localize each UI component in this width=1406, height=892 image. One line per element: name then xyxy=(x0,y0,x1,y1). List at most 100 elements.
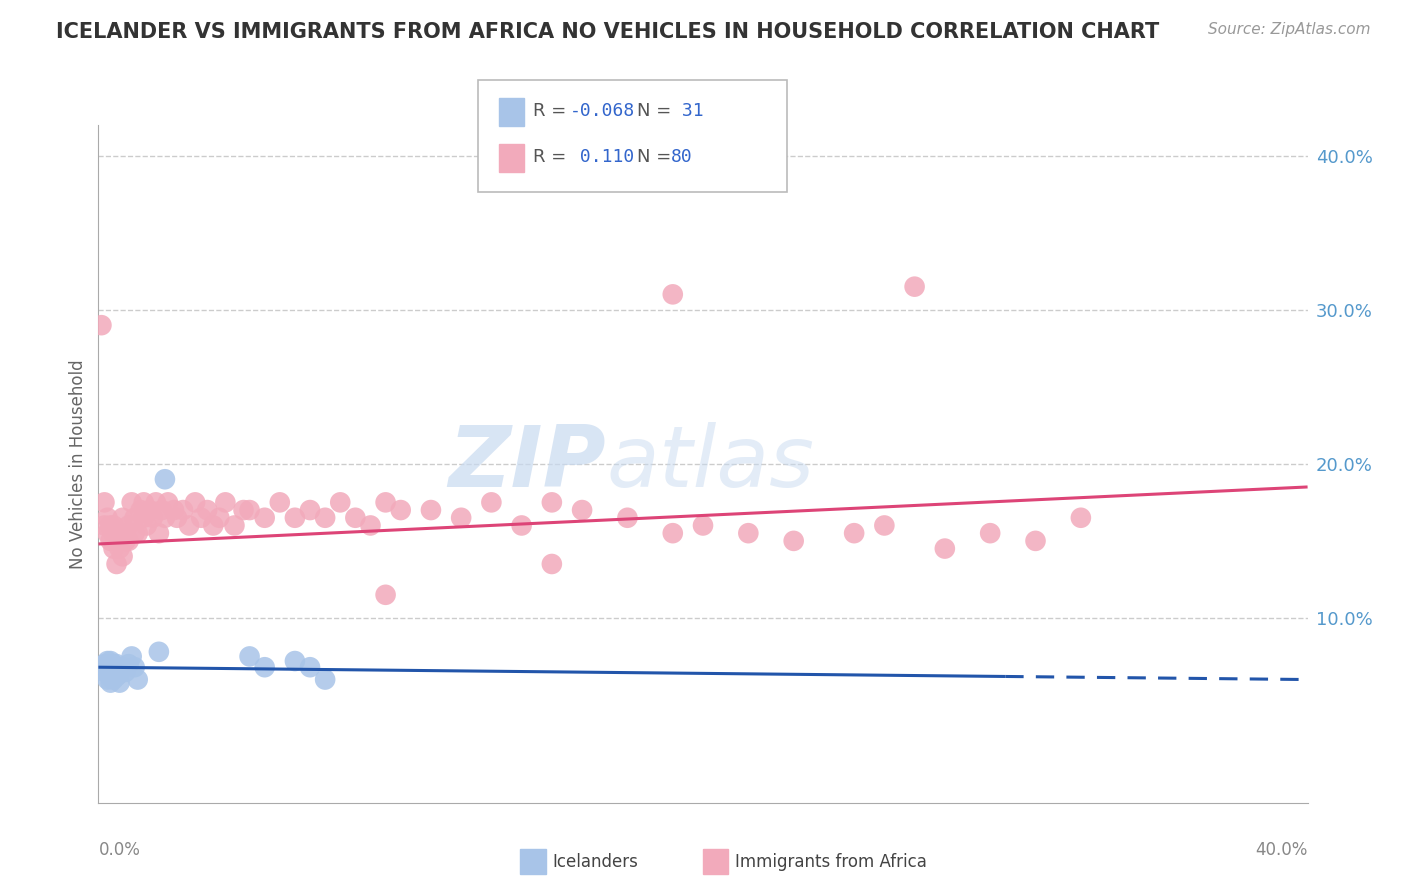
Text: Source: ZipAtlas.com: Source: ZipAtlas.com xyxy=(1208,22,1371,37)
Point xyxy=(103,518,125,533)
Point xyxy=(299,660,322,674)
Text: ICELANDER VS IMMIGRANTS FROM AFRICA NO VEHICLES IN HOUSEHOLD CORRELATION CHART: ICELANDER VS IMMIGRANTS FROM AFRICA NO V… xyxy=(56,22,1160,42)
Point xyxy=(662,526,685,541)
Point xyxy=(124,510,146,524)
Text: 80: 80 xyxy=(671,148,692,166)
Point xyxy=(127,673,149,687)
Point xyxy=(132,495,155,509)
Point xyxy=(540,557,562,571)
Point xyxy=(129,503,152,517)
Point xyxy=(93,495,115,509)
Point xyxy=(389,503,412,517)
Point xyxy=(135,518,157,533)
Point xyxy=(844,526,866,541)
Point xyxy=(105,663,128,677)
Point xyxy=(93,518,115,533)
Point xyxy=(111,549,134,564)
Point xyxy=(100,654,122,668)
Point xyxy=(100,675,122,690)
Point xyxy=(103,657,125,672)
Point xyxy=(156,495,179,509)
Point xyxy=(195,503,218,517)
Text: 40.0%: 40.0% xyxy=(1256,841,1308,859)
Point xyxy=(103,665,125,679)
Point xyxy=(142,510,165,524)
Point xyxy=(114,665,136,679)
Point xyxy=(1024,533,1046,548)
Point xyxy=(172,503,194,517)
Point xyxy=(105,669,128,683)
Point xyxy=(232,503,254,517)
Point xyxy=(145,495,167,509)
Point xyxy=(374,588,396,602)
Point xyxy=(329,495,352,509)
Point xyxy=(108,526,131,541)
Point xyxy=(510,518,533,533)
Point xyxy=(96,673,118,687)
Point xyxy=(103,526,125,541)
Point xyxy=(184,495,207,509)
Point xyxy=(239,503,262,517)
Point xyxy=(571,503,593,517)
Point xyxy=(100,518,122,533)
Point xyxy=(124,526,146,541)
Point xyxy=(127,526,149,541)
Point xyxy=(374,495,396,509)
Point xyxy=(269,495,291,509)
Text: atlas: atlas xyxy=(606,422,814,506)
Point xyxy=(118,518,141,533)
Point xyxy=(692,518,714,533)
Point xyxy=(103,541,125,556)
Text: 31: 31 xyxy=(671,102,703,120)
Point xyxy=(96,510,118,524)
Point xyxy=(934,541,956,556)
Point xyxy=(360,518,382,533)
Point xyxy=(148,645,170,659)
Point xyxy=(100,533,122,548)
Point xyxy=(481,495,503,509)
Point xyxy=(103,673,125,687)
Point xyxy=(202,518,225,533)
Text: R =: R = xyxy=(533,102,572,120)
Point xyxy=(783,533,806,548)
Point xyxy=(108,675,131,690)
Point xyxy=(616,510,638,524)
Point xyxy=(150,503,173,517)
Text: Icelanders: Icelanders xyxy=(553,853,638,871)
Point xyxy=(873,518,896,533)
Point xyxy=(111,526,134,541)
Text: 0.0%: 0.0% xyxy=(98,841,141,859)
Text: N =: N = xyxy=(637,102,676,120)
Point xyxy=(96,654,118,668)
Point xyxy=(124,660,146,674)
Point xyxy=(90,660,112,674)
Point xyxy=(253,660,276,674)
Point xyxy=(662,287,685,301)
Point xyxy=(284,510,307,524)
Point xyxy=(105,557,128,571)
Point xyxy=(153,472,176,486)
Point xyxy=(111,510,134,524)
Point xyxy=(979,526,1001,541)
Point xyxy=(118,533,141,548)
Text: R =: R = xyxy=(533,148,572,166)
Point xyxy=(96,665,118,679)
Point xyxy=(100,669,122,683)
Point xyxy=(314,510,336,524)
Point xyxy=(118,657,141,672)
Point xyxy=(904,279,927,293)
Point xyxy=(737,526,759,541)
Point xyxy=(153,510,176,524)
Point xyxy=(166,510,188,524)
Point xyxy=(148,526,170,541)
Point xyxy=(540,495,562,509)
Point xyxy=(1070,510,1092,524)
Point xyxy=(224,518,246,533)
Point xyxy=(100,660,122,674)
Point xyxy=(450,510,472,524)
Point xyxy=(179,518,201,533)
Point xyxy=(121,649,143,664)
Point xyxy=(214,495,236,509)
Text: -0.068: -0.068 xyxy=(569,102,634,120)
Point xyxy=(239,649,262,664)
